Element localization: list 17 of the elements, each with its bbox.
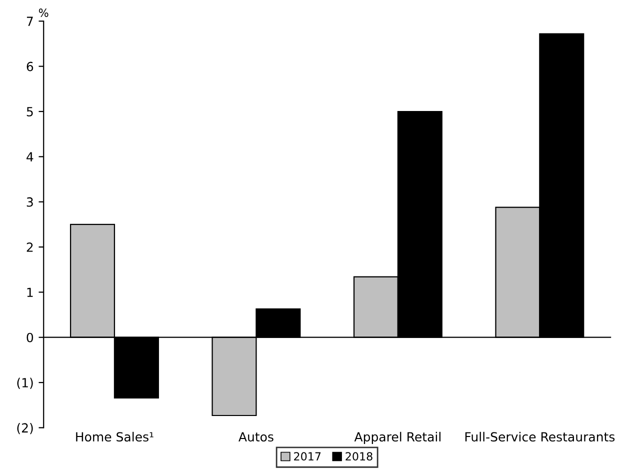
x-tick-label: Home Sales¹	[76, 432, 154, 442]
y-tick-label: 4	[26, 152, 34, 162]
legend-label: 2017	[294, 452, 321, 461]
y-tick-label: 6	[26, 62, 34, 72]
y-tick-label: (1)	[17, 378, 33, 389]
x-tick-label: Full-Service Restaurants	[465, 432, 615, 442]
y-tick-label: 5	[26, 107, 33, 116]
y-tick-label: 7	[26, 16, 33, 26]
x-tick-label: Apparel Retail	[354, 432, 440, 444]
x-tick-label: Autos	[238, 432, 274, 442]
y-tick-label: 1	[27, 288, 33, 297]
y-tick-label: 3	[26, 197, 33, 207]
y-axis-title: %	[38, 8, 48, 17]
y-tick-label: 0	[26, 332, 34, 342]
y-tick-label: 2	[26, 242, 33, 252]
y-tick-label: (2)	[17, 422, 33, 434]
legend-label: 2018	[346, 452, 372, 461]
